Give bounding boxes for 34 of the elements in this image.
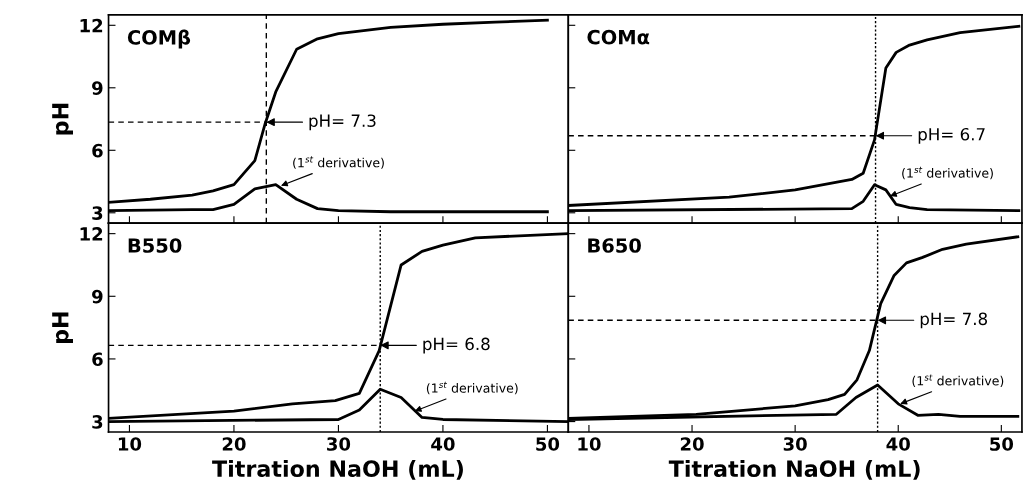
y-tick-label: 9 — [92, 289, 103, 304]
x-tick-label: 30 — [783, 437, 807, 451]
y-axis-title: pH — [52, 103, 73, 135]
y-tick-label: 12 — [80, 227, 103, 241]
y-tick-label: 12 — [80, 18, 103, 33]
text: B550 — [128, 238, 182, 253]
x-tick-label: 20 — [680, 437, 704, 451]
annotation: pH= 6.8 — [423, 337, 490, 354]
annotation: (1$^{st}$ derivative) — [293, 156, 384, 169]
y-tick-label: 3 — [92, 415, 103, 429]
annotation: (1$^{st}$ derivative) — [426, 381, 518, 395]
x-axis-title: Titration NaOH (mL) — [668, 459, 920, 480]
x-axis-title: Titration NaOH (mL) — [212, 459, 463, 480]
annotation: (1$^{st}$ derivative) — [912, 374, 1004, 387]
text: COMβ — [127, 29, 191, 49]
x-tick-label: 40 — [886, 437, 910, 451]
x-tick-label: 40 — [431, 437, 455, 451]
x-tick-label: 50 — [536, 437, 560, 451]
x-tick-label: 10 — [118, 437, 142, 451]
y-tick-label: 6 — [92, 352, 103, 367]
x-tick-label: 50 — [990, 437, 1014, 451]
x-tick-label: 20 — [222, 437, 246, 451]
y-tick-label: 9 — [92, 81, 103, 95]
y-tick-label: 3 — [92, 206, 103, 220]
text: COMα — [587, 29, 650, 45]
text: B650 — [588, 238, 641, 253]
annotation: pH= 7.8 — [920, 312, 988, 329]
annotation: pH= 6.7 — [918, 127, 985, 144]
annotation: (1$^{st}$ derivative) — [902, 166, 993, 180]
y-tick-label: 6 — [92, 143, 103, 158]
x-tick-label: 10 — [578, 437, 601, 451]
annotation: pH= 7.3 — [309, 114, 376, 131]
x-tick-label: 30 — [327, 437, 351, 451]
y-axis-title: pH — [52, 312, 73, 343]
